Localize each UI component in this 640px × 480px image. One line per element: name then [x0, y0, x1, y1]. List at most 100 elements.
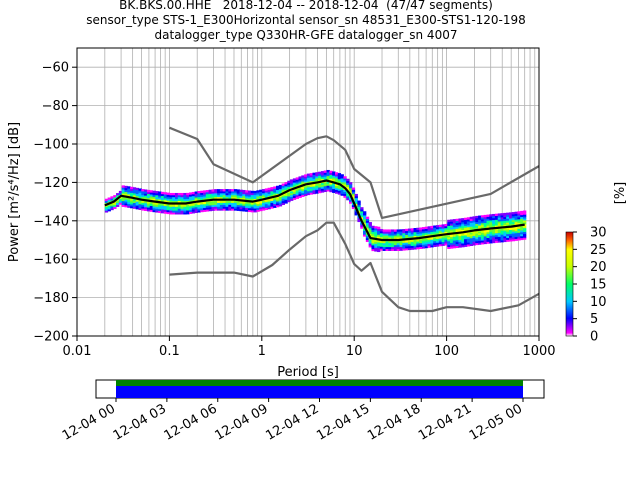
density-cell: [236, 200, 241, 204]
density-cell: [343, 182, 347, 185]
density-cell: [284, 184, 288, 187]
density-cell: [141, 200, 145, 203]
density-cell: [245, 190, 249, 193]
density-cell: [466, 224, 471, 228]
density-cell: [270, 202, 274, 205]
density-cell: [517, 238, 521, 241]
density-cell: [441, 239, 445, 243]
density-cell: [461, 227, 465, 231]
density-cell: [208, 201, 212, 204]
density-cell: [337, 178, 342, 182]
density-cell: [489, 237, 493, 240]
density-cell: [219, 202, 224, 205]
density-cell: [146, 189, 151, 193]
density-cell: [494, 215, 499, 218]
density-cell: [382, 235, 386, 238]
density-cell: [410, 243, 415, 246]
density-cell: [407, 234, 412, 237]
density-cell: [256, 205, 260, 208]
density-cell: [256, 190, 260, 193]
density-cell: [382, 240, 386, 244]
density-cell: [492, 235, 496, 238]
density-cell: [405, 236, 409, 239]
density-cell: [452, 222, 457, 226]
density-cell: [391, 240, 395, 244]
density-cell: [497, 240, 502, 243]
density-cell: [340, 181, 344, 185]
density-cell: [320, 178, 325, 182]
density-cell: [225, 204, 229, 207]
density-cell: [503, 218, 507, 221]
density-cell: [270, 194, 274, 198]
density-cell: [357, 200, 361, 203]
density-cell: [312, 172, 316, 175]
density-cell: [135, 199, 139, 202]
density-cell: [517, 213, 521, 216]
density-cell: [374, 249, 378, 252]
density-cell: [287, 180, 291, 184]
density-cell: [250, 208, 255, 211]
density-cell: [466, 219, 471, 222]
density-cell: [337, 190, 342, 193]
density-cell: [169, 212, 173, 215]
density-cell: [523, 235, 527, 238]
density-cell: [166, 209, 170, 213]
density-cell: [444, 235, 448, 238]
density-cell: [309, 180, 314, 184]
density-cell: [340, 191, 344, 194]
density-cell: [116, 193, 120, 196]
density-cell: [433, 231, 437, 234]
density-cell: [494, 221, 499, 224]
density-cell: [329, 178, 333, 181]
density-cell: [301, 181, 305, 184]
density-cell: [276, 187, 280, 191]
density-cell: [374, 245, 378, 248]
density-cell: [520, 231, 524, 235]
density-cell: [245, 192, 249, 195]
density-cell: [407, 243, 412, 247]
density-cell: [421, 240, 426, 243]
density-cell: [500, 213, 504, 216]
density-cell: [295, 188, 299, 192]
density-cell: [334, 176, 339, 179]
density-cell: [503, 214, 507, 218]
density-cell: [320, 186, 325, 189]
density-cell: [304, 191, 308, 194]
density-cell: [363, 215, 367, 218]
density-cell: [233, 189, 238, 192]
coverage-tick-label: 12-04 12: [263, 401, 321, 443]
density-cell: [416, 231, 420, 234]
density-cell: [472, 237, 476, 240]
density-cell: [464, 240, 468, 244]
density-cell: [242, 201, 246, 204]
density-cell: [203, 192, 207, 195]
density-cell: [200, 194, 204, 197]
density-cell: [166, 196, 170, 199]
density-cell: [203, 203, 207, 207]
density-cell: [197, 194, 201, 198]
density-cell: [149, 207, 154, 210]
density-cell: [388, 240, 392, 244]
density-cell: [290, 196, 294, 199]
density-cell: [340, 180, 344, 183]
density-cell: [464, 223, 468, 226]
density-cell: [194, 199, 198, 202]
density-cell: [508, 216, 513, 219]
density-cell: [475, 231, 479, 234]
density-cell: [284, 182, 288, 185]
series-lines: [104, 126, 539, 313]
density-cell: [402, 246, 406, 249]
density-cell: [385, 231, 389, 234]
density-cell: [281, 187, 285, 190]
density-cell: [233, 194, 238, 198]
density-cell: [332, 186, 336, 190]
density-cell: [132, 193, 137, 196]
density-cell: [309, 186, 314, 189]
density-cell: [396, 240, 401, 244]
density-cell: [523, 229, 527, 232]
density-cell: [160, 211, 165, 214]
density-cell: [427, 226, 431, 229]
density-cell: [461, 235, 465, 238]
density-cell: [508, 220, 513, 223]
density-cell: [413, 239, 417, 242]
